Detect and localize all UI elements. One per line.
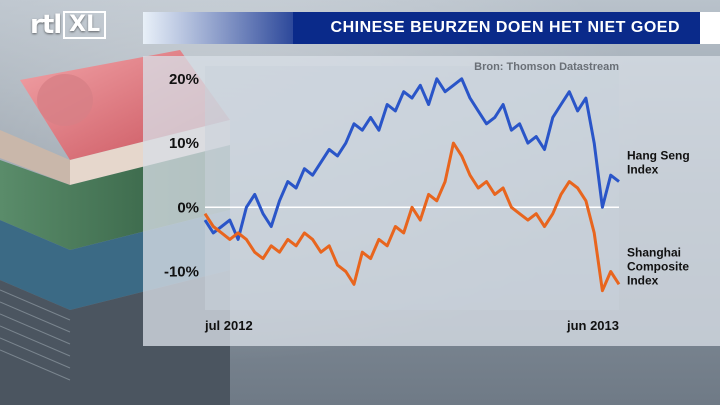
chart-title: CHINESE BEURZEN DOEN HET NIET GOED	[330, 19, 680, 36]
legend-hang-seng: Hang Seng Index	[627, 149, 690, 177]
chart-panel: Bron: Thomson Datastream -10% 0% 10% 20% ju…	[143, 56, 720, 346]
title-bar-body: CHINESE BEURZEN DOEN HET NIET GOED	[293, 12, 700, 44]
title-bar-fade	[143, 12, 293, 44]
plot-area	[205, 66, 619, 310]
legend-shanghai-composite: Shanghai Composite Index	[627, 245, 689, 287]
y-tick-label: 0%	[177, 199, 199, 216]
logo-xl-text: XL	[63, 11, 107, 39]
shanghai-composite-line	[203, 141, 621, 293]
y-tick-label: 10%	[169, 135, 199, 152]
x-tick-label: jun 2013	[566, 318, 619, 333]
line-chart: Bron: Thomson Datastream -10% 0% 10% 20% ju…	[164, 61, 690, 333]
logo-rtl-text: rtl	[30, 10, 62, 40]
title-bar: CHINESE BEURZEN DOEN HET NIET GOED	[143, 12, 720, 44]
y-tick-label: -10%	[164, 263, 199, 280]
source-label: Bron: Thomson Datastream	[474, 61, 619, 73]
x-tick-label: jul 2012	[204, 318, 253, 333]
y-tick-label: 20%	[169, 71, 199, 88]
hang-seng-line	[203, 77, 620, 241]
rtl-xl-logo: rtl XL	[30, 8, 140, 42]
